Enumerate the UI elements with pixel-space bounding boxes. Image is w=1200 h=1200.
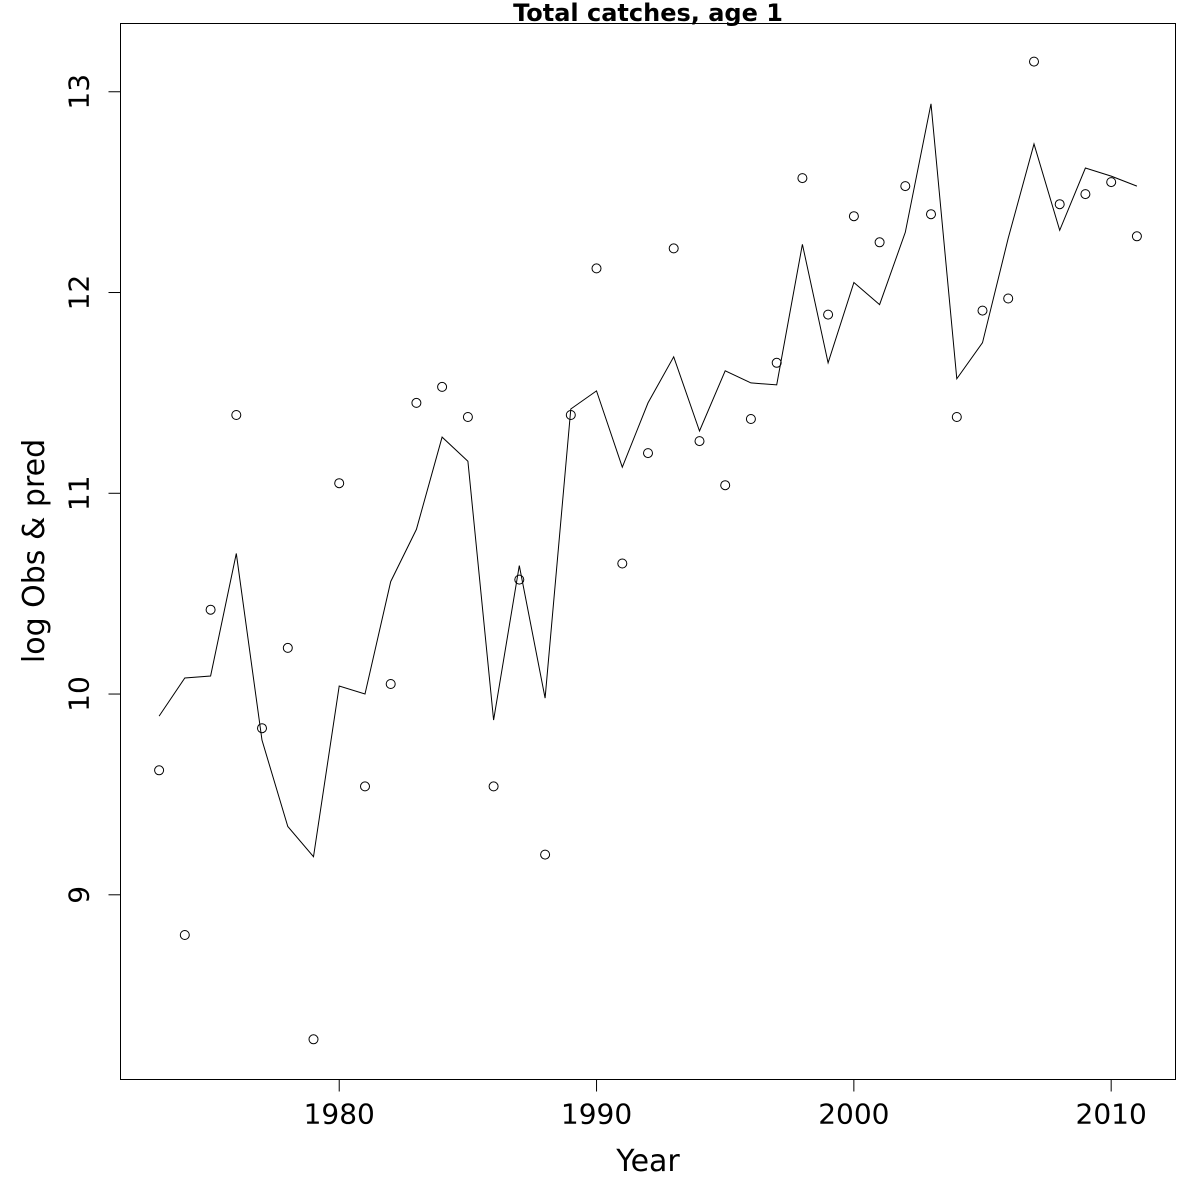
observed-point [385, 679, 396, 689]
chart-title: Total catches, age 1 [513, 0, 783, 27]
y-axis-label: log Obs & pred [17, 439, 52, 663]
observed-point [231, 410, 242, 420]
y-tick-label: 10 [63, 676, 96, 712]
observed-point [977, 305, 988, 316]
y-tick-label: 13 [63, 74, 96, 110]
observed-point [900, 181, 911, 192]
observed-point [360, 781, 370, 792]
observed-series [154, 56, 1142, 1045]
observed-point [514, 574, 525, 585]
observed-point [745, 414, 756, 424]
x-axis: 1980 1990 2000 2010 [304, 1079, 1147, 1131]
y-tick-label: 9 [63, 886, 96, 904]
y-tick-label: 12 [63, 275, 96, 311]
y-axis: 9 10 11 12 13 [63, 74, 121, 904]
predicted-line [158, 103, 1138, 858]
observed-point [823, 309, 834, 320]
x-tick-label: 2000 [818, 1098, 889, 1131]
observed-point [334, 478, 345, 489]
x-tick-label: 2010 [1076, 1098, 1147, 1131]
observed-point [1003, 293, 1014, 304]
y-tick-label: 11 [63, 475, 96, 511]
observed-point [565, 410, 576, 420]
observed-point [771, 357, 782, 368]
x-axis-label: Year [615, 1144, 680, 1179]
observed-point [1029, 56, 1039, 67]
observed-point [308, 1034, 319, 1045]
observed-point [797, 173, 808, 184]
observed-point [437, 381, 448, 392]
plot-frame [120, 23, 1176, 1080]
observed-point [951, 412, 962, 422]
observed-point [257, 723, 267, 734]
observed-point [488, 781, 499, 792]
observed-point [411, 397, 422, 408]
x-tick-label: 1990 [561, 1098, 632, 1131]
observed-point [540, 849, 551, 860]
observed-point [926, 209, 936, 220]
predicted-series [158, 103, 1138, 858]
observed-point [874, 237, 885, 248]
observed-point [1054, 199, 1065, 210]
observed-point [1080, 189, 1091, 200]
observed-point [1106, 177, 1117, 188]
observed-point [617, 558, 628, 569]
observed-point [179, 930, 190, 940]
observed-point [848, 211, 859, 222]
x-tick-label: 1980 [304, 1098, 375, 1131]
observed-point [154, 765, 165, 776]
observed-point [720, 480, 731, 491]
observed-point [205, 604, 216, 615]
observed-point [668, 243, 679, 254]
observed-point [591, 263, 602, 274]
observed-point [462, 412, 473, 422]
observed-point [1131, 231, 1142, 242]
observed-point [282, 642, 293, 653]
observed-point [643, 448, 653, 459]
observed-point [694, 436, 705, 447]
